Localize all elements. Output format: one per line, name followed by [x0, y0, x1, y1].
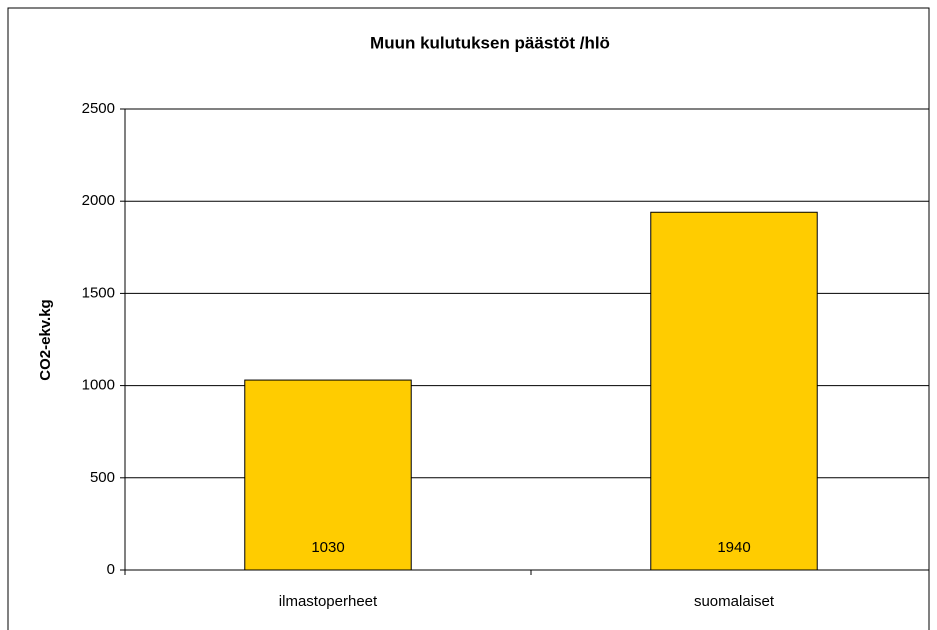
x-tick-label: ilmastoperheet: [279, 593, 378, 610]
y-tick-label: 0: [107, 561, 115, 578]
data-label: 1030: [311, 539, 344, 556]
x-tick-label: suomalaiset: [694, 593, 775, 610]
y-tick-label: 500: [90, 469, 115, 486]
chart-title: Muun kulutuksen päästöt /hlö: [370, 33, 610, 52]
y-tick-label: 1000: [82, 377, 115, 394]
bar: [244, 379, 412, 571]
y-axis-label: CO2-ekv.kg: [37, 299, 54, 380]
y-tick-label: 2500: [82, 100, 115, 117]
y-tick-label: 1500: [82, 284, 115, 301]
y-tick-label: 2000: [82, 192, 115, 209]
bar: [650, 211, 818, 571]
data-label: 1940: [717, 539, 750, 556]
